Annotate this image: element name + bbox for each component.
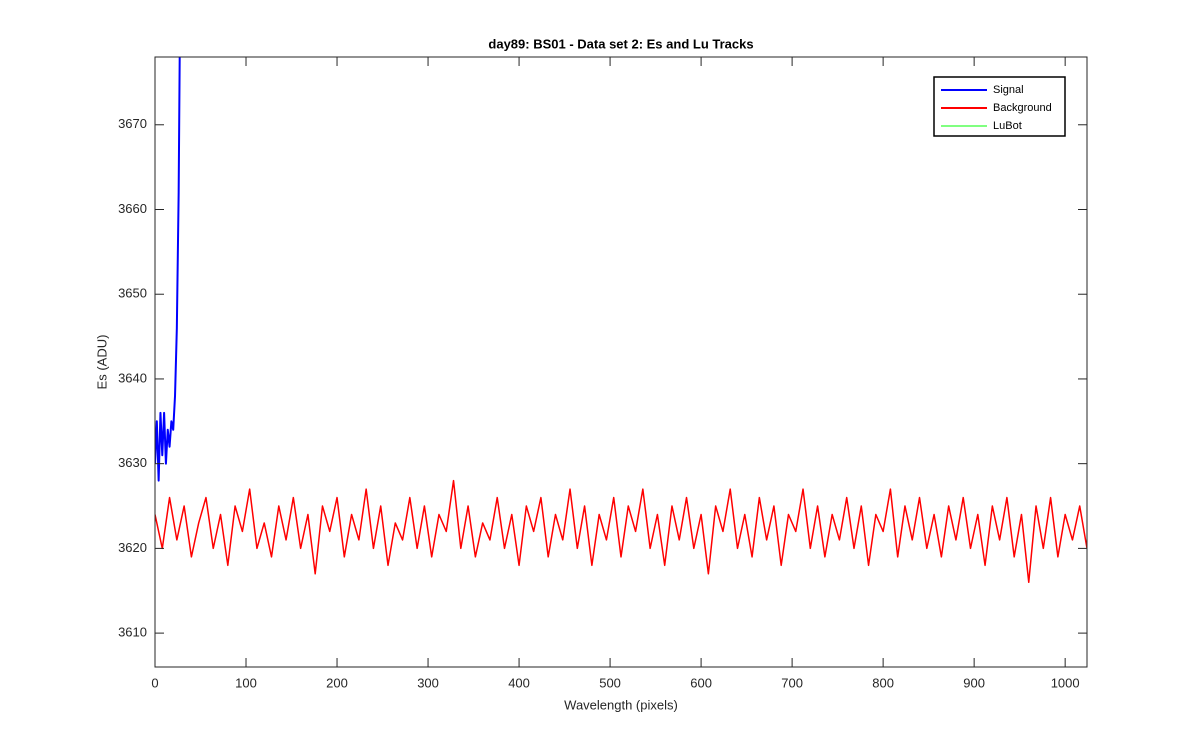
- y-tick-label: 3640: [118, 370, 147, 385]
- y-tick-label: 3660: [118, 201, 147, 216]
- x-tick-label: 1000: [1051, 675, 1080, 690]
- x-axis-label: Wavelength (pixels): [564, 697, 678, 712]
- x-tick-label: 400: [508, 675, 530, 690]
- x-tick-label: 100: [235, 675, 257, 690]
- x-tick-label: 200: [326, 675, 348, 690]
- x-tick-label: 0: [151, 675, 158, 690]
- x-tick-label: 600: [690, 675, 712, 690]
- series-layer: [155, 57, 1087, 584]
- series-line: [155, 479, 1087, 584]
- series-line: [155, 57, 181, 482]
- plot-area: [155, 57, 1087, 667]
- legend-label: Signal: [993, 84, 1024, 96]
- legend-label: Background: [993, 102, 1052, 114]
- y-tick-label: 3650: [118, 286, 147, 301]
- y-tick-label: 3630: [118, 455, 147, 470]
- axes-box: [154, 56, 1088, 668]
- x-tick-label: 900: [963, 675, 985, 690]
- y-tick-label: 3620: [118, 540, 147, 555]
- y-tick-label: 3610: [118, 625, 147, 640]
- legend: Signal Background LuBot: [933, 76, 1066, 137]
- y-tick-label: 3670: [118, 116, 147, 131]
- y-axis-label: Es (ADU): [94, 335, 109, 390]
- x-tick-label: 800: [872, 675, 894, 690]
- legend-label: LuBot: [993, 120, 1022, 132]
- x-tick-label: 500: [599, 675, 621, 690]
- x-tick-label: 300: [417, 675, 439, 690]
- chart-title: day89: BS01 - Data set 2: Es and Lu Trac…: [488, 36, 753, 51]
- x-tick-label: 700: [781, 675, 803, 690]
